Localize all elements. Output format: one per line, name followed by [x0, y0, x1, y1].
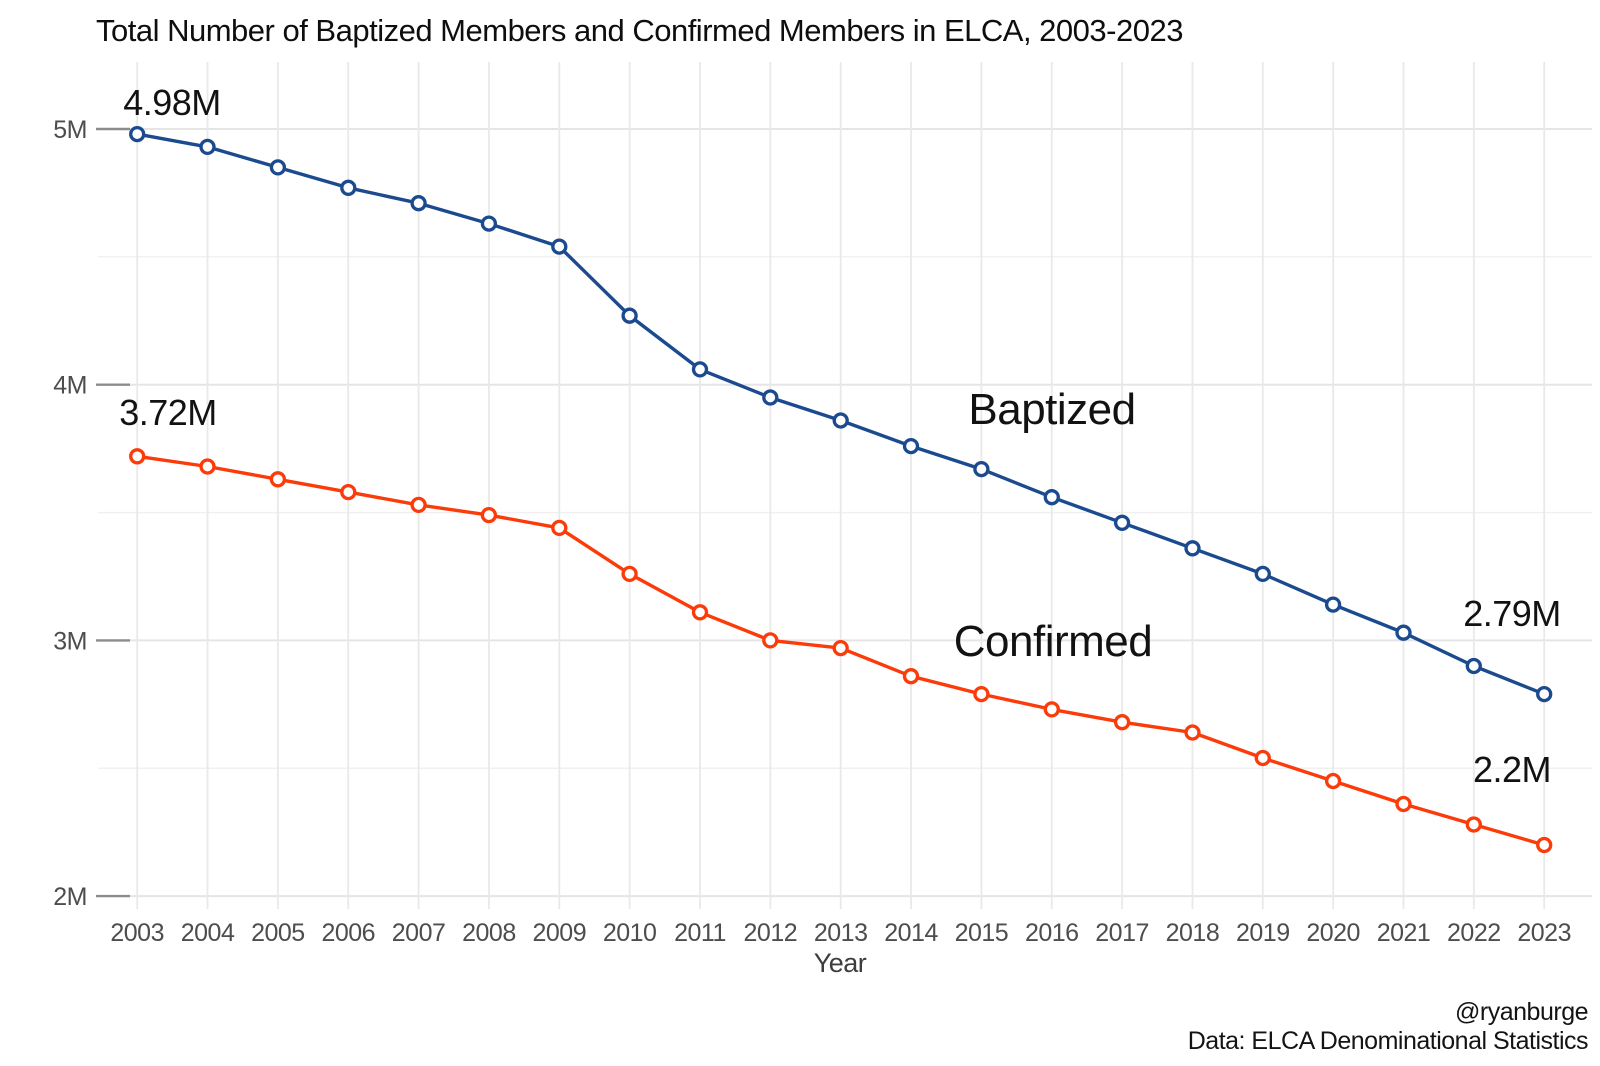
baptized-point-2022 — [1465, 657, 1482, 675]
confirmed-point-2021 — [1395, 795, 1412, 813]
data-source-caption: Data: ELCA Denominational Statistics — [1188, 1027, 1588, 1055]
x-tick-label: 2023 — [1517, 919, 1571, 947]
baptized-point-2010 — [621, 307, 638, 324]
confirmed-point-2003 — [129, 448, 146, 465]
y-tick-label: 4M — [53, 372, 87, 400]
confirmed-point-2015 — [973, 685, 990, 703]
annotations: 4.98M 3.72M 2.79M 2.2M Baptized Confirmed — [119, 82, 1561, 790]
confirmed-point-2017 — [1113, 714, 1131, 731]
x-tick-label: 2022 — [1447, 919, 1501, 947]
confirmed-point-2008 — [480, 506, 498, 524]
baptized-point-2009 — [551, 238, 568, 255]
confirmed-point-2019 — [1254, 749, 1271, 767]
point-label-confirmed-2023: 2.2M — [1473, 749, 1551, 790]
baptized-point-2012 — [762, 389, 779, 406]
confirmed-point-2005 — [269, 471, 287, 488]
x-tick-label: 2013 — [814, 919, 868, 947]
y-tick-label: 2M — [53, 883, 87, 911]
x-tick-label: 2021 — [1377, 919, 1431, 947]
axis-labels: 2M 3M 4M 5M 2003 2004 2005 2006 2007 2008 2009 2010… — [53, 116, 1571, 947]
baptized-point-2015 — [973, 460, 990, 478]
point-label-baptized-2023: 2.79M — [1463, 593, 1561, 634]
x-tick-label: 2017 — [1095, 919, 1149, 947]
x-tick-label: 2009 — [532, 919, 586, 947]
point-label-baptized-2003: 4.98M — [123, 82, 221, 123]
x-tick-label: 2020 — [1306, 919, 1360, 947]
confirmed-point-2016 — [1043, 701, 1060, 718]
x-tick-label: 2019 — [1236, 919, 1290, 947]
y-tick-label: 3M — [53, 627, 87, 655]
baptized-point-2014 — [902, 437, 920, 455]
axis-ticks — [96, 127, 130, 898]
x-tick-label: 2012 — [744, 919, 798, 947]
chart-title: Total Number of Baptized Members and Con… — [96, 13, 1183, 48]
confirmed-point-2007 — [410, 496, 427, 514]
baptized-point-2023 — [1536, 685, 1553, 703]
confirmed-point-2010 — [621, 565, 638, 583]
x-tick-label: 2016 — [1025, 919, 1079, 947]
baptized-point-2021 — [1395, 624, 1412, 641]
x-axis-title: Year — [814, 948, 867, 978]
confirmed-point-2006 — [340, 483, 357, 501]
x-tick-label: 2003 — [110, 919, 164, 947]
baptized-point-2005 — [269, 159, 287, 176]
confirmed-point-2009 — [551, 519, 568, 537]
x-tick-label: 2015 — [955, 919, 1009, 947]
x-tick-label: 2005 — [251, 919, 305, 947]
x-tick-label: 2011 — [674, 919, 726, 947]
confirmed-markers — [129, 448, 1553, 854]
baptized-point-2007 — [410, 195, 427, 212]
baptized-point-2011 — [691, 361, 709, 378]
series-label-baptized: Baptized — [968, 385, 1135, 434]
baptized-point-2019 — [1254, 565, 1271, 583]
baptized-point-2006 — [340, 179, 357, 196]
x-tick-label: 2008 — [462, 919, 516, 947]
confirmed-point-2022 — [1465, 816, 1482, 833]
y-tick-label: 5M — [53, 116, 87, 144]
baptized-point-2020 — [1324, 596, 1342, 613]
baptized-point-2004 — [199, 138, 216, 156]
baptized-point-2018 — [1184, 540, 1201, 557]
confirmed-point-2013 — [832, 639, 849, 657]
confirmed-point-2011 — [691, 604, 709, 621]
baptized-point-2003 — [129, 125, 146, 143]
author-handle: @ryanburge — [1455, 998, 1588, 1026]
series-label-confirmed: Confirmed — [954, 617, 1152, 666]
confirmed-point-2004 — [199, 458, 216, 475]
x-tick-label: 2004 — [181, 919, 235, 947]
data-series — [129, 125, 1553, 854]
x-tick-label: 2018 — [1166, 919, 1220, 947]
confirmed-point-2023 — [1536, 836, 1553, 854]
baptized-markers — [129, 125, 1553, 703]
confirmed-point-2020 — [1324, 772, 1342, 790]
x-tick-label: 2014 — [884, 919, 938, 947]
point-label-confirmed-2003: 3.72M — [119, 392, 217, 433]
confirmed-point-2014 — [902, 668, 920, 685]
x-tick-label: 2006 — [321, 919, 375, 947]
confirmed-point-2012 — [762, 632, 779, 649]
baptized-point-2008 — [480, 215, 498, 232]
confirmed-point-2018 — [1184, 724, 1201, 741]
baptized-point-2016 — [1043, 489, 1060, 506]
x-tick-label: 2007 — [392, 919, 446, 947]
gridlines — [98, 62, 1592, 909]
x-tick-label: 2010 — [603, 919, 657, 947]
baptized-point-2013 — [832, 412, 849, 429]
baptized-point-2017 — [1113, 514, 1131, 531]
